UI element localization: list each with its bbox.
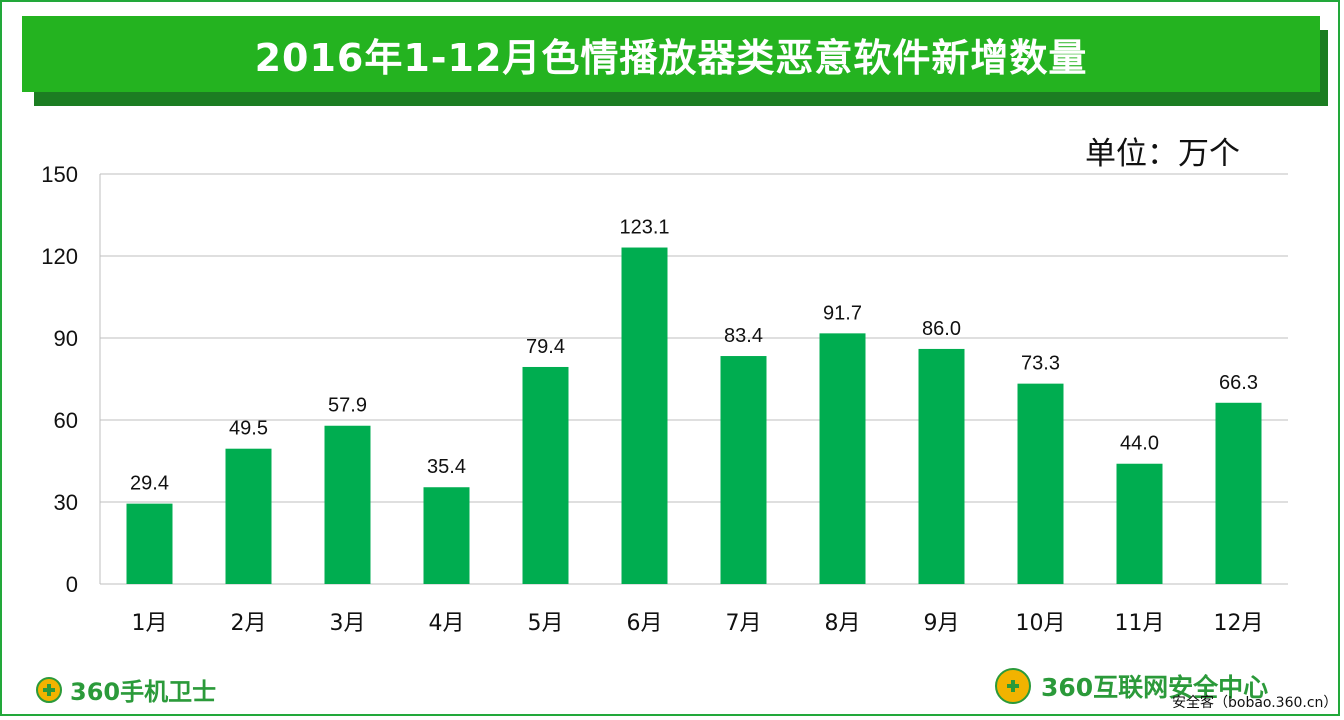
logo-360-mobile-guard: 360手机卫士 xyxy=(36,672,216,707)
bar xyxy=(1215,402,1262,584)
x-tick-label: 12月 xyxy=(1214,611,1264,636)
data-label: 35.4 xyxy=(427,456,466,478)
x-tick-label: 9月 xyxy=(924,611,960,636)
data-label: 79.4 xyxy=(526,336,565,358)
data-label: 73.3 xyxy=(1021,353,1060,375)
bar xyxy=(225,448,272,584)
x-tick-label: 8月 xyxy=(825,611,861,636)
x-tick-label: 6月 xyxy=(627,611,663,636)
plus-shield-icon xyxy=(36,676,62,703)
data-label: 57.9 xyxy=(328,395,367,417)
data-label: 44.0 xyxy=(1120,433,1159,455)
bar xyxy=(621,247,668,584)
watermark: 安全客（bobao.360.cn） xyxy=(1172,695,1338,711)
data-label: 83.4 xyxy=(724,325,763,347)
y-tick-label: 150 xyxy=(41,162,78,187)
y-tick-label: 30 xyxy=(54,490,78,515)
y-tick-label: 0 xyxy=(66,572,78,597)
bar xyxy=(1017,383,1064,584)
y-tick-label: 60 xyxy=(54,408,78,433)
bar xyxy=(324,425,371,584)
bar xyxy=(126,503,173,584)
wreath-plus-icon xyxy=(995,668,1031,704)
logo-right-text: 360互联网安全中心 xyxy=(1041,673,1269,702)
bar xyxy=(1116,463,1163,584)
x-tick-label: 3月 xyxy=(330,611,366,636)
data-label: 123.1 xyxy=(619,217,669,239)
data-label: 49.5 xyxy=(229,418,268,440)
data-label: 66.3 xyxy=(1219,372,1258,394)
x-tick-label: 1月 xyxy=(132,611,168,636)
x-tick-label: 5月 xyxy=(528,611,564,636)
bar xyxy=(819,333,866,584)
chart-title: 2016年1-12月色情播放器类恶意软件新增数量 xyxy=(22,16,1320,92)
y-tick-label: 120 xyxy=(41,244,78,269)
bar xyxy=(522,366,569,584)
bar xyxy=(423,487,470,584)
x-tick-label: 10月 xyxy=(1016,611,1066,636)
x-tick-label: 11月 xyxy=(1115,611,1165,636)
x-tick-label: 4月 xyxy=(429,611,465,636)
x-tick-label: 2月 xyxy=(231,611,267,636)
data-label: 91.7 xyxy=(823,302,862,324)
unit-label: 单位：万个 xyxy=(1085,136,1240,172)
data-label: 29.4 xyxy=(130,473,169,495)
logo-360-security-center: 360互联网安全中心 xyxy=(995,668,1268,704)
x-tick-label: 7月 xyxy=(726,611,762,636)
data-label: 86.0 xyxy=(922,318,961,340)
bar xyxy=(918,348,965,584)
y-tick-label: 90 xyxy=(54,326,78,351)
bar xyxy=(720,356,767,584)
logo-left-text: 360手机卫士 xyxy=(70,678,217,706)
